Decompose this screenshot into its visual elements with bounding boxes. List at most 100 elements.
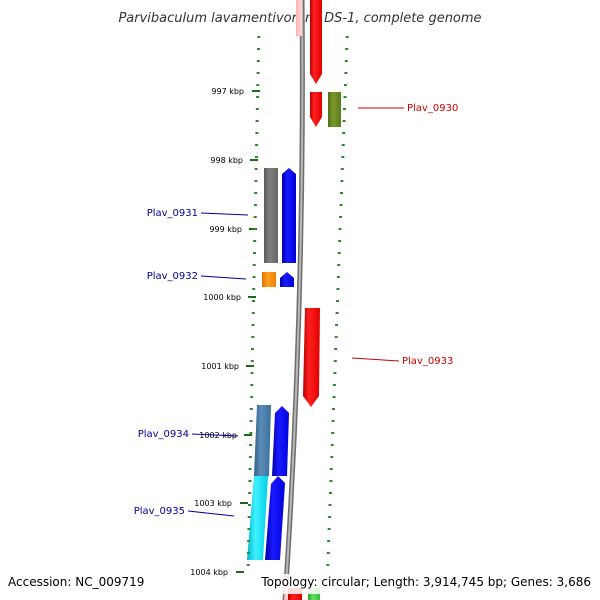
cog-bar[interactable]: [247, 476, 268, 560]
gene-plav-0930[interactable]: Plav_0930: [310, 92, 458, 127]
gene-label[interactable]: Plav_0932: [147, 271, 198, 282]
tick-1000: 1000 kbp: [203, 293, 256, 302]
cog-bar[interactable]: [262, 272, 276, 287]
guide-dot: [333, 372, 337, 374]
guide-dot: [254, 192, 258, 194]
guide-dot: [339, 204, 343, 206]
cds-arrow[interactable]: [280, 272, 294, 287]
accession-text: Accession: NC_009719: [8, 575, 144, 589]
gene-label[interactable]: Plav_0935: [134, 506, 185, 517]
guide-dot: [256, 84, 260, 86]
guide-dot: [340, 168, 344, 170]
guide-dot: [252, 300, 255, 302]
guide-dot: [254, 156, 258, 158]
guide-dot: [345, 36, 349, 38]
guide-dot: [334, 336, 338, 338]
guide-dot: [335, 312, 339, 314]
guide-dot: [254, 168, 258, 170]
gene-label[interactable]: Plav_0934: [138, 429, 189, 440]
guide-dot: [252, 276, 256, 278]
gene-plav-0933[interactable]: Plav_0933: [303, 308, 453, 407]
guide-dot: [337, 264, 341, 266]
guide-dot: [332, 384, 336, 386]
guide-dot: [250, 396, 254, 398]
gene-label[interactable]: Plav_0931: [147, 208, 198, 219]
guide-dot: [254, 180, 258, 182]
guide-dot: [250, 372, 254, 374]
cds-top-partial[interactable]: [296, 0, 322, 84]
guide-dot: [247, 516, 251, 518]
guide-dot: [250, 360, 254, 362]
guide-dot: [332, 396, 336, 398]
gene-plav-0935[interactable]: Plav_0935: [134, 476, 285, 560]
guide-dot: [342, 132, 346, 134]
cog-bar[interactable]: [264, 168, 278, 263]
tick-label: 1000 kbp: [203, 293, 241, 302]
guide-dot: [330, 456, 334, 458]
dotted-ring-guides: [246, 36, 349, 566]
cds-arrow[interactable]: [265, 476, 285, 560]
guide-dot: [253, 228, 257, 230]
guide-dot: [257, 48, 260, 50]
guide-dot: [256, 72, 260, 74]
guide-dot: [327, 528, 331, 530]
tick-997: 997 kbp: [211, 87, 260, 96]
guide-dot: [328, 504, 332, 506]
cds-arrow[interactable]: [303, 308, 320, 407]
guide-dot: [345, 48, 349, 50]
guide-dot: [246, 564, 250, 566]
cog-bar[interactable]: [328, 92, 341, 127]
tick-label: 1001 kbp: [201, 362, 239, 371]
guide-dot: [247, 552, 250, 554]
guide-dot: [344, 72, 348, 74]
guide-dot: [329, 492, 332, 494]
guide-dot: [251, 336, 255, 338]
guide-dot: [340, 180, 344, 182]
guide-dot: [336, 300, 339, 302]
guide-dot: [253, 216, 257, 218]
guide-dot: [249, 444, 253, 446]
guide-dot: [251, 312, 255, 314]
cds-arrow[interactable]: [282, 168, 296, 263]
cog-bar[interactable]: [254, 405, 271, 476]
guide-dot: [249, 408, 253, 410]
cds-arrow[interactable]: [272, 406, 289, 476]
guide-dot: [255, 108, 259, 110]
guide-dot: [248, 480, 252, 482]
guide-dot: [247, 528, 251, 530]
guide-dot: [257, 36, 261, 38]
guide-dot: [252, 288, 256, 290]
gene-plav-0934[interactable]: Plav_0934: [138, 405, 289, 476]
guide-dot: [327, 540, 331, 542]
guide-dot: [329, 468, 333, 470]
guide-dot: [248, 468, 252, 470]
tick-label: 1003 kbp: [194, 499, 232, 508]
guide-dot: [335, 324, 339, 326]
guide-dot: [248, 456, 252, 458]
gene-label[interactable]: Plav_0930: [407, 103, 458, 114]
tick-1001: 1001 kbp: [201, 362, 254, 371]
guide-dot: [326, 552, 330, 554]
guide-dot: [253, 252, 256, 254]
gene-plav-0931[interactable]: Plav_0931: [147, 168, 296, 263]
guide-dot: [339, 216, 343, 218]
guide-dot: [328, 516, 332, 518]
guide-dot: [338, 228, 342, 230]
gene-plav-0932[interactable]: Plav_0932: [147, 271, 294, 287]
guide-dot: [252, 264, 256, 266]
guide-dot: [344, 60, 348, 62]
tick-998: 998 kbp: [210, 156, 258, 165]
guide-dot: [251, 324, 255, 326]
guide-dot: [253, 240, 257, 242]
gene-label[interactable]: Plav_0933: [402, 356, 453, 367]
guide-dot: [333, 360, 337, 362]
tick-1004: 1004 kbp: [190, 568, 244, 577]
guide-dot: [337, 252, 341, 254]
guide-dot: [251, 348, 254, 350]
guide-dot: [341, 156, 345, 158]
guide-dot: [253, 204, 257, 206]
cds-arrow[interactable]: [310, 92, 322, 127]
guide-dot: [332, 408, 335, 410]
guide-dot: [340, 192, 343, 194]
